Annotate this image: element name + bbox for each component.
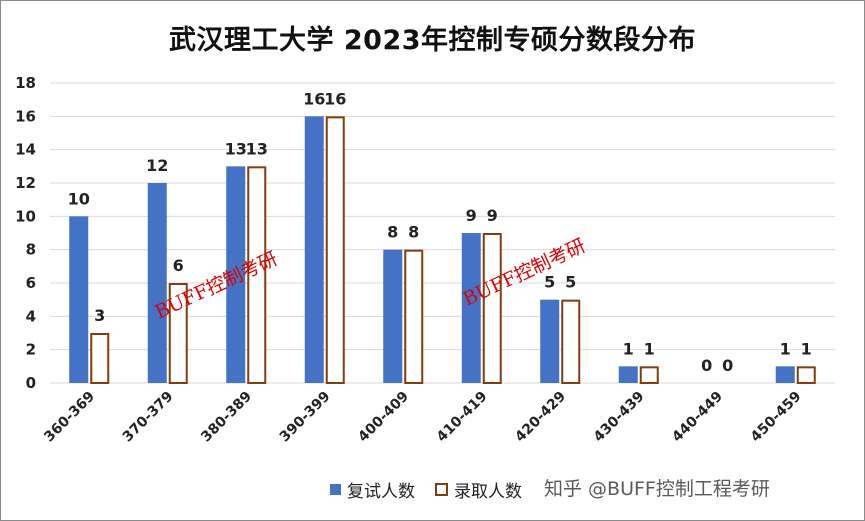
- legend-item-series-2: 录取人数: [435, 477, 522, 502]
- data-label-series-2: 0: [722, 356, 733, 375]
- chart-legend: 复试人数 录取人数: [330, 477, 542, 502]
- data-label-series-2: 16: [324, 89, 346, 108]
- bar-series-1: [461, 233, 481, 383]
- data-label-series-1: 8: [387, 223, 398, 242]
- bar-series-1: [304, 116, 324, 383]
- legend-swatch-series-1: [330, 484, 341, 495]
- y-tick-label: 12: [15, 174, 36, 192]
- x-tick-label: 380-389: [198, 389, 255, 446]
- data-label-series-2: 1: [644, 339, 655, 358]
- x-tick-label: 410-419: [434, 389, 491, 446]
- bar-series-2: [796, 366, 816, 385]
- y-tick-label: 18: [15, 74, 36, 92]
- x-tick-label: 370-379: [120, 389, 177, 446]
- y-tick-label: 4: [26, 307, 36, 325]
- data-label-series-1: 5: [544, 273, 555, 292]
- data-label-series-1: 0: [701, 356, 712, 375]
- data-label-series-2: 3: [94, 306, 105, 325]
- x-tick-label: 420-429: [512, 389, 569, 446]
- y-tick-label: 16: [15, 107, 36, 125]
- legend-item-series-1: 复试人数: [330, 477, 415, 502]
- y-tick-label: 0: [26, 374, 36, 392]
- legend-label-series-2: 录取人数: [454, 482, 522, 502]
- bar-series-2: [90, 333, 110, 384]
- x-tick-label: 360-369: [41, 389, 98, 446]
- bar-series-2: [404, 249, 424, 384]
- x-tick-label: 390-399: [277, 389, 334, 446]
- bar-series-1: [618, 366, 638, 383]
- bar-series-1: [69, 216, 89, 383]
- x-tick-label: 450-459: [748, 389, 805, 446]
- x-tick-label: 440-449: [669, 389, 726, 446]
- y-tick-label: 2: [26, 341, 36, 359]
- credit-text: 知乎 @BUFF控制工程考研: [544, 478, 770, 500]
- bar-series-1: [147, 183, 167, 383]
- y-tick-label: 8: [26, 241, 36, 259]
- data-label-series-2: 1: [801, 339, 812, 358]
- y-tick-label: 10: [15, 207, 36, 225]
- bar-series-2: [639, 366, 659, 385]
- bar-series-1: [383, 249, 403, 383]
- bar-series-2: [247, 166, 267, 384]
- data-label-series-2: 13: [246, 139, 268, 158]
- data-label-series-1: 13: [225, 139, 247, 158]
- bar-series-2: [482, 233, 502, 384]
- chart-title: 武汉理工大学 2023年控制专硕分数段分布: [168, 25, 697, 56]
- bar-series-1: [226, 166, 246, 383]
- data-label-series-1: 16: [303, 89, 325, 108]
- data-label-series-2: 9: [487, 206, 498, 225]
- data-label-series-2: 6: [173, 256, 184, 275]
- bar-series-2: [561, 299, 581, 384]
- y-tick-label: 14: [15, 141, 36, 159]
- data-label-series-1: 1: [780, 339, 791, 358]
- bar-series-2: [168, 283, 188, 384]
- bar-series-1: [775, 366, 795, 383]
- legend-swatch-series-2: [435, 483, 448, 496]
- data-label-series-1: 12: [146, 156, 168, 175]
- data-label-series-1: 1: [623, 339, 634, 358]
- x-tick-label: 400-409: [355, 389, 412, 446]
- bar-series-2: [325, 116, 345, 384]
- data-label-series-2: 5: [565, 273, 576, 292]
- legend-label-series-1: 复试人数: [347, 482, 415, 502]
- y-tick-label: 6: [26, 274, 36, 292]
- data-label-series-2: 8: [408, 223, 419, 242]
- data-label-series-1: 9: [466, 206, 477, 225]
- x-tick-label: 430-439: [591, 389, 648, 446]
- data-label-series-1: 10: [68, 189, 90, 208]
- bar-series-1: [540, 299, 560, 383]
